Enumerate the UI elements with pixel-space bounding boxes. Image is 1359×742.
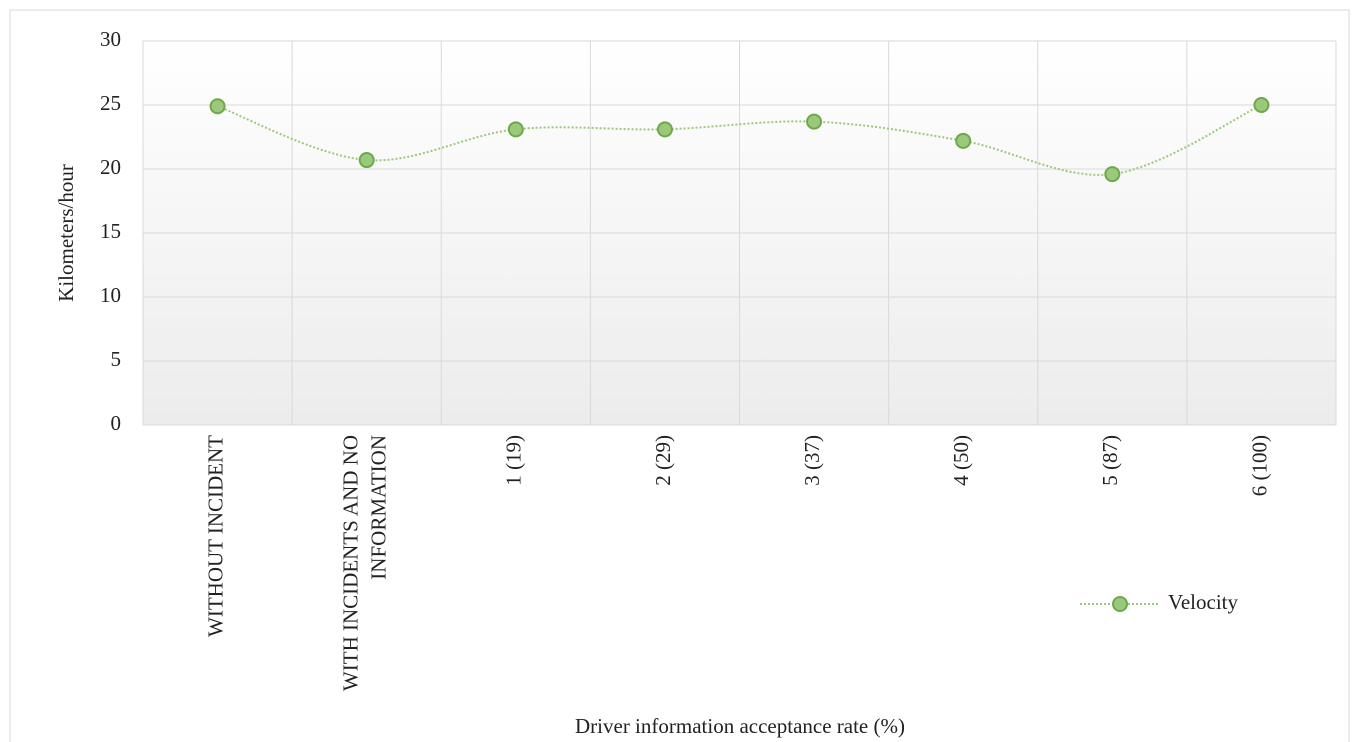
x-tick-label: 3 (37) [800, 435, 824, 486]
x-tick-label: WITHOUT INCIDENT [203, 435, 227, 637]
legend-marker [1112, 596, 1128, 612]
data-point [806, 113, 823, 130]
y-tick-label: 0 [111, 411, 122, 435]
y-tick-label: 30 [100, 27, 121, 51]
x-tick-label: WITH INCIDENTS AND NO INFORMATION [339, 435, 391, 691]
data-point [955, 132, 972, 149]
legend-label: Velocity [1168, 590, 1238, 614]
data-point [1253, 97, 1270, 113]
x-tick-label: 6 (100) [1247, 435, 1271, 496]
chart-border [9, 9, 1350, 742]
y-axis-title: Kilometers/hour [54, 164, 78, 302]
data-point [1104, 166, 1121, 183]
data-point [358, 152, 375, 169]
x-tick-label: 4 (50) [949, 435, 973, 486]
x-tick-label: 5 (87) [1098, 435, 1122, 486]
y-tick-label: 15 [100, 219, 121, 243]
series-line [217, 104, 1262, 176]
data-point [656, 121, 673, 138]
y-tick-label: 25 [100, 91, 121, 115]
y-tick-label: 20 [100, 155, 121, 179]
data-point [507, 121, 524, 138]
x-tick-label: 2 (29) [651, 435, 675, 486]
x-axis-title: Driver information acceptance rate (%) [575, 714, 905, 738]
x-tick-label: 1 (19) [502, 435, 526, 486]
data-point [209, 98, 226, 115]
y-tick-label: 5 [111, 347, 122, 371]
y-tick-label: 10 [100, 283, 121, 307]
